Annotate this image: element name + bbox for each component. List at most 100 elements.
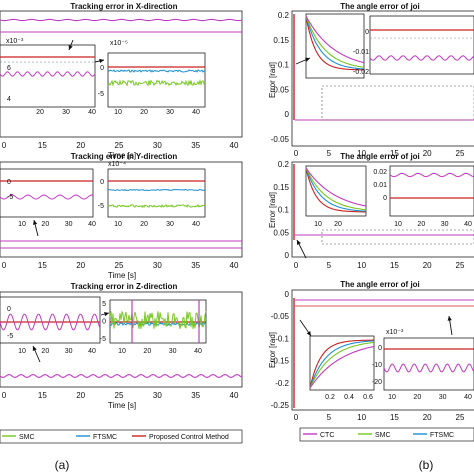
axis-label: Error [rad]: [268, 332, 277, 368]
arrow: [99, 58, 104, 64]
tick-label: 20: [423, 149, 432, 158]
inset-tick-label: 30: [166, 109, 174, 116]
legend-label: FTSMC: [430, 432, 454, 439]
series-line-ctc: [0, 374, 243, 378]
legend-label: FTSMC: [93, 434, 117, 441]
inset-tick-label: 0: [7, 179, 11, 186]
series-line-smc: [107, 203, 206, 209]
tick-label: 20: [423, 261, 432, 270]
inset-axes: [369, 15, 474, 75]
series-line-ctc: [305, 167, 367, 207]
panel-title: The angle error of joi: [340, 152, 420, 161]
inset-axes: [305, 165, 367, 217]
tick-label: 0: [285, 290, 290, 299]
tick-label: 15: [390, 149, 399, 158]
tick-label: 0: [2, 261, 7, 270]
inset-tick-label: 4: [7, 96, 11, 103]
legend-box: [0, 429, 243, 444]
series-line-ctc: [309, 345, 375, 389]
inset-tick-label: 20: [413, 394, 421, 401]
inset-exponent: x10⁻³: [386, 329, 404, 336]
series-line-proposed: [305, 167, 366, 213]
inset-tick-label: 10: [388, 394, 396, 401]
inset-tick-label: 0: [100, 179, 104, 186]
inset-tick-label: 0.01: [373, 182, 387, 189]
legend-label: SMC: [375, 432, 391, 439]
tick-label: 5: [327, 413, 332, 422]
series-line-proposed: [309, 339, 374, 389]
tick-label: 40: [230, 391, 239, 400]
inset-exponent: x10⁻⁵: [110, 40, 128, 47]
tick-label: 0.05: [273, 228, 289, 237]
arrow: [297, 240, 301, 245]
tick-label: 25: [115, 141, 124, 150]
inset-tick-label: 40: [464, 394, 472, 401]
tick-label: 0.05: [273, 85, 289, 94]
tick-label: 15: [390, 261, 399, 270]
axis-label: Time [s]: [108, 271, 136, 280]
arrow: [104, 311, 109, 317]
tick-label: -0.1: [275, 334, 289, 343]
tick-label: 0: [2, 141, 7, 150]
series-line-ftsmc: [305, 167, 367, 212]
arrow: [68, 45, 73, 50]
inset-exponent: x10⁻³: [6, 38, 24, 45]
inset-tick-label: 0.6: [363, 394, 373, 401]
inset-tick-label: 6: [7, 65, 11, 72]
tick-label: 35: [191, 141, 200, 150]
inset-tick-label: -10: [372, 362, 382, 369]
axes-frame: [291, 10, 474, 147]
tick-label: 20: [423, 413, 432, 422]
inset-axes: [309, 335, 375, 391]
series-line-ftsmc: [309, 340, 375, 389]
inset-tick-label: 10: [18, 348, 26, 355]
series-line-smc: [107, 78, 206, 87]
inset-tick-label: 20: [36, 109, 44, 116]
arrow: [305, 57, 310, 62]
inset-tick-label: 20: [143, 348, 151, 355]
series-line-ctc: [0, 194, 94, 200]
inset-tick-label: 40: [88, 221, 96, 228]
inset-tick-label: 30: [62, 109, 70, 116]
tick-label: 0: [2, 391, 7, 400]
inset-tick-label: 10: [114, 109, 122, 116]
inset-axes: [107, 52, 206, 108]
inset-axes: [0, 44, 96, 108]
tick-label: -0.2: [275, 379, 289, 388]
inset-tick-label: 0: [383, 195, 387, 202]
series-line-ftsmc: [305, 15, 365, 70]
inset-tick-label: 0: [365, 29, 369, 36]
tick-label: 20: [76, 141, 85, 150]
inset-tick-label: 0.2: [325, 394, 335, 401]
axis-label: Time [s]: [108, 151, 136, 160]
tick-label: 0.2: [278, 160, 290, 169]
inset-tick-label: 30: [441, 221, 449, 228]
inset-tick-label: 20: [140, 109, 148, 116]
panel-title: Tracking error in Y-direction: [71, 152, 178, 161]
tick-label: 30: [153, 391, 162, 400]
tick-label: 25: [456, 149, 465, 158]
inset-axes: [383, 337, 474, 391]
tick-label: 30: [153, 141, 162, 150]
tick-label: 40: [230, 261, 239, 270]
legend-box: [299, 427, 474, 442]
axis-label: Error [rad]: [268, 192, 277, 228]
tick-label: 0.1: [278, 206, 290, 215]
inset-tick-label: 40: [192, 109, 200, 116]
series-line-ctc: [389, 172, 474, 178]
panel-title: Tracking error in Z-direction: [71, 282, 178, 291]
inset-tick-label: 10: [118, 348, 126, 355]
inset-tick-label: 20: [41, 221, 49, 228]
tick-label: -0.05: [271, 135, 290, 144]
inset-tick-label: 40: [464, 221, 472, 228]
series-line-proposed: [305, 15, 365, 71]
inset-tick-label: 0: [378, 345, 382, 352]
axes-frame: [291, 289, 474, 411]
tick-label: 10: [357, 149, 366, 158]
panel-title: Tracking error in X-direction: [70, 2, 177, 11]
tick-label: 15: [38, 141, 47, 150]
arrow: [447, 316, 452, 321]
inset-tick-label: 5: [102, 301, 106, 308]
tick-label: 0.2: [278, 11, 290, 20]
series-line-smc: [305, 167, 367, 211]
